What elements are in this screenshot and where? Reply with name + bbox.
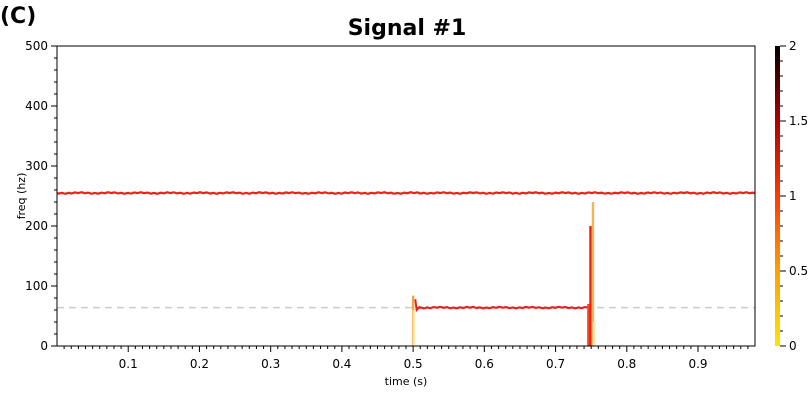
x-tick-label: 0.5 — [404, 357, 423, 371]
onset-transition — [414, 299, 421, 313]
y-tick-label: 300 — [25, 159, 48, 173]
colorbar-tick-label: 1.5 — [789, 114, 808, 128]
x-tick-label: 0.9 — [688, 357, 707, 371]
x-tick-label: 0.7 — [546, 357, 565, 371]
series-line-0 — [56, 191, 756, 195]
x-tick-label: 0.8 — [617, 357, 636, 371]
colorbar — [775, 46, 780, 346]
y-tick-label: 200 — [25, 219, 48, 233]
x-axis-label: time (s) — [385, 375, 428, 388]
y-axis-label: freq (hz) — [15, 173, 28, 220]
x-tick-label: 0.1 — [119, 357, 138, 371]
y-tick-label: 0 — [40, 339, 48, 353]
colorbar-tick-label: 2 — [789, 39, 797, 53]
series-line-1 — [416, 305, 588, 310]
y-tick-label: 400 — [25, 99, 48, 113]
chart-title: Signal #1 — [348, 16, 467, 41]
plot-area — [57, 46, 755, 346]
colorbar-tick-label: 0.5 — [789, 264, 808, 278]
colorbar-tick-label: 1 — [789, 189, 797, 203]
y-tick-label: 100 — [25, 279, 48, 293]
y-tick-label: 500 — [25, 39, 48, 53]
x-tick-label: 0.4 — [332, 357, 351, 371]
x-tick-label: 0.6 — [475, 357, 494, 371]
colorbar-tick-label: 0 — [789, 339, 797, 353]
x-tick-label: 0.2 — [190, 357, 209, 371]
x-tick-label: 0.3 — [261, 357, 280, 371]
panel-label: (C) — [0, 4, 37, 29]
